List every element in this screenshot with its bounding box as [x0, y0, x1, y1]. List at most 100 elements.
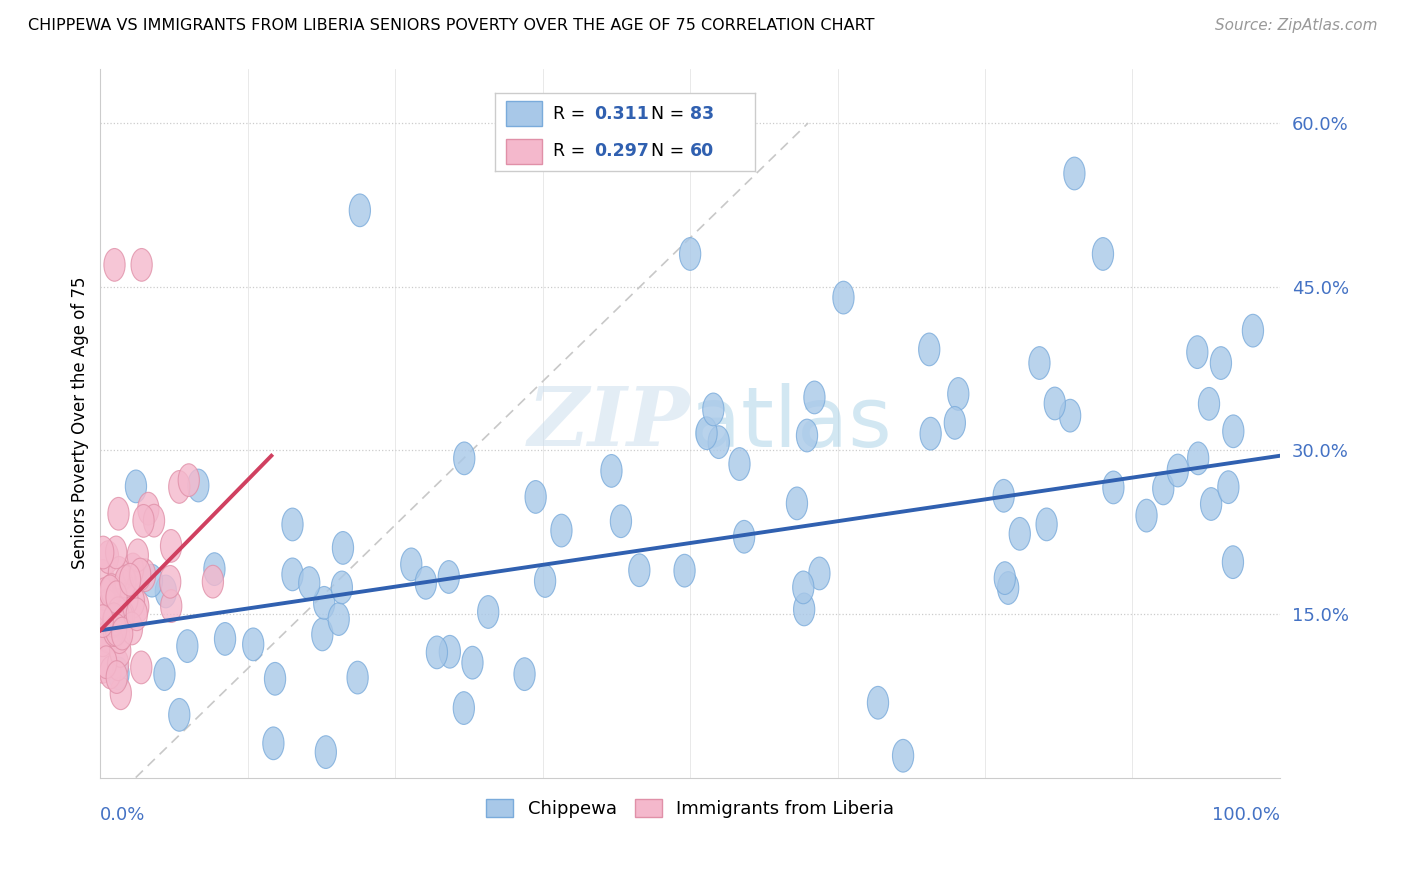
Ellipse shape: [155, 575, 177, 607]
Ellipse shape: [107, 597, 129, 630]
Ellipse shape: [945, 407, 966, 439]
Ellipse shape: [1010, 517, 1031, 550]
Ellipse shape: [129, 558, 150, 591]
Ellipse shape: [108, 621, 131, 654]
Ellipse shape: [1218, 471, 1239, 504]
Ellipse shape: [298, 566, 321, 599]
Ellipse shape: [524, 481, 547, 513]
Ellipse shape: [104, 616, 125, 649]
Ellipse shape: [673, 554, 695, 587]
Ellipse shape: [1187, 335, 1208, 368]
Ellipse shape: [315, 736, 336, 769]
Ellipse shape: [1064, 157, 1085, 190]
Ellipse shape: [114, 600, 135, 632]
Ellipse shape: [1223, 415, 1244, 448]
Ellipse shape: [93, 624, 114, 657]
Ellipse shape: [1060, 400, 1081, 432]
Ellipse shape: [1243, 314, 1264, 347]
Ellipse shape: [515, 657, 536, 690]
Ellipse shape: [314, 586, 335, 619]
Ellipse shape: [134, 505, 155, 537]
Ellipse shape: [104, 249, 125, 281]
Ellipse shape: [160, 590, 181, 623]
Ellipse shape: [169, 471, 190, 503]
Ellipse shape: [920, 417, 941, 450]
Ellipse shape: [97, 589, 118, 622]
Ellipse shape: [97, 620, 118, 653]
Ellipse shape: [121, 612, 142, 645]
Ellipse shape: [264, 663, 285, 695]
Ellipse shape: [439, 560, 460, 593]
Ellipse shape: [786, 487, 807, 520]
Y-axis label: Seniors Poverty Over the Age of 75: Seniors Poverty Over the Age of 75: [72, 277, 89, 569]
Ellipse shape: [202, 566, 224, 598]
Ellipse shape: [628, 554, 650, 587]
Ellipse shape: [204, 553, 225, 585]
Text: 0.0%: 0.0%: [100, 806, 146, 824]
Ellipse shape: [108, 657, 129, 690]
Ellipse shape: [127, 598, 148, 631]
Ellipse shape: [100, 657, 121, 689]
Ellipse shape: [454, 442, 475, 475]
Ellipse shape: [131, 651, 152, 684]
Ellipse shape: [281, 508, 304, 541]
Ellipse shape: [551, 514, 572, 547]
Ellipse shape: [103, 605, 124, 637]
Ellipse shape: [1029, 347, 1050, 379]
Text: 100.0%: 100.0%: [1212, 806, 1279, 824]
Ellipse shape: [93, 536, 114, 569]
Ellipse shape: [104, 603, 125, 636]
Ellipse shape: [1092, 237, 1114, 270]
Ellipse shape: [188, 469, 209, 502]
Ellipse shape: [439, 635, 461, 668]
Ellipse shape: [93, 607, 114, 640]
Ellipse shape: [332, 571, 353, 604]
Ellipse shape: [893, 739, 914, 772]
Ellipse shape: [534, 565, 555, 598]
Ellipse shape: [169, 698, 190, 731]
Ellipse shape: [143, 504, 165, 537]
Ellipse shape: [128, 590, 149, 623]
Ellipse shape: [105, 581, 127, 614]
Ellipse shape: [103, 614, 124, 647]
Ellipse shape: [107, 648, 129, 681]
Ellipse shape: [679, 237, 700, 270]
Ellipse shape: [153, 657, 174, 690]
Ellipse shape: [918, 333, 939, 366]
Ellipse shape: [868, 686, 889, 719]
Ellipse shape: [709, 425, 730, 458]
Ellipse shape: [696, 417, 717, 450]
Text: atlas: atlas: [690, 383, 891, 464]
Ellipse shape: [1045, 387, 1066, 420]
Ellipse shape: [453, 691, 474, 724]
Ellipse shape: [94, 578, 115, 610]
Ellipse shape: [728, 448, 749, 481]
Ellipse shape: [105, 614, 127, 646]
Ellipse shape: [110, 634, 131, 667]
Ellipse shape: [1136, 500, 1157, 532]
Ellipse shape: [243, 628, 264, 661]
Ellipse shape: [1153, 472, 1174, 505]
Ellipse shape: [122, 553, 143, 586]
Ellipse shape: [401, 548, 422, 581]
Ellipse shape: [328, 603, 349, 635]
Ellipse shape: [141, 565, 163, 597]
Ellipse shape: [100, 575, 121, 607]
Ellipse shape: [1036, 508, 1057, 541]
Ellipse shape: [135, 558, 156, 591]
Ellipse shape: [415, 566, 436, 599]
Ellipse shape: [1201, 488, 1222, 520]
Ellipse shape: [804, 381, 825, 414]
Ellipse shape: [478, 596, 499, 628]
Ellipse shape: [994, 562, 1015, 594]
Ellipse shape: [101, 574, 122, 607]
Ellipse shape: [808, 558, 830, 590]
Ellipse shape: [105, 661, 128, 693]
Ellipse shape: [93, 605, 114, 638]
Ellipse shape: [1188, 442, 1209, 475]
Ellipse shape: [610, 505, 631, 538]
Ellipse shape: [1198, 387, 1219, 420]
Ellipse shape: [997, 572, 1019, 605]
Ellipse shape: [108, 498, 129, 530]
Ellipse shape: [177, 630, 198, 663]
